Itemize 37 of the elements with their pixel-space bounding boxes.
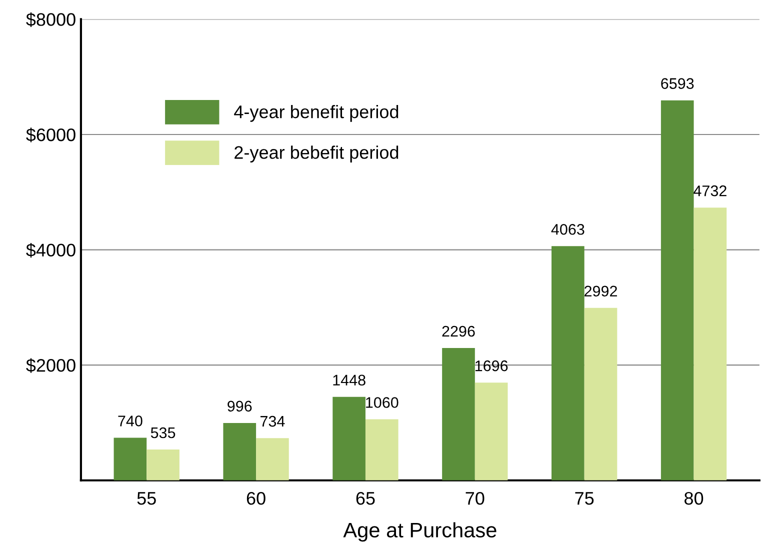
data-label: 996 <box>228 400 252 412</box>
data-label: 535 <box>150 427 176 438</box>
x-tick-label: 60 <box>246 492 266 505</box>
bar <box>660 100 694 480</box>
bar <box>114 438 147 480</box>
bar <box>442 348 475 480</box>
x-tick-label: 75 <box>575 492 594 505</box>
data-label: 1060 <box>366 397 398 408</box>
x-tick-label: 55 <box>137 492 156 505</box>
bar <box>332 396 366 480</box>
data-label: 734 <box>260 416 285 427</box>
bar <box>223 422 256 480</box>
bar <box>584 308 618 480</box>
y-tick-label: $6000 <box>26 128 76 142</box>
y-tick-label: $8000 <box>26 12 76 28</box>
bar <box>694 208 727 480</box>
data-label: 1696 <box>476 360 508 372</box>
legend-label: 4-year benefit period <box>234 105 398 122</box>
bar <box>474 382 508 480</box>
data-label: 740 <box>118 416 142 426</box>
legend-label: 2-year bebefit period <box>234 146 398 162</box>
x-axis-title: Age at Purchase <box>343 522 496 542</box>
data-label: 2296 <box>442 326 475 337</box>
x-tick-label: 70 <box>466 492 484 505</box>
data-label: 1448 <box>333 374 366 386</box>
bar <box>256 438 289 480</box>
data-label: 4063 <box>551 224 584 235</box>
y-tick-label: $2000 <box>26 358 76 373</box>
x-tick-label: 65 <box>356 492 375 505</box>
data-label: 4732 <box>694 185 726 196</box>
data-label: 6593 <box>661 78 694 89</box>
data-label: 2992 <box>584 286 617 297</box>
bar <box>365 419 398 480</box>
bar <box>552 246 584 480</box>
bar <box>146 450 180 480</box>
y-tick-label: $4000 <box>26 242 76 258</box>
x-tick-label: 80 <box>684 492 704 505</box>
